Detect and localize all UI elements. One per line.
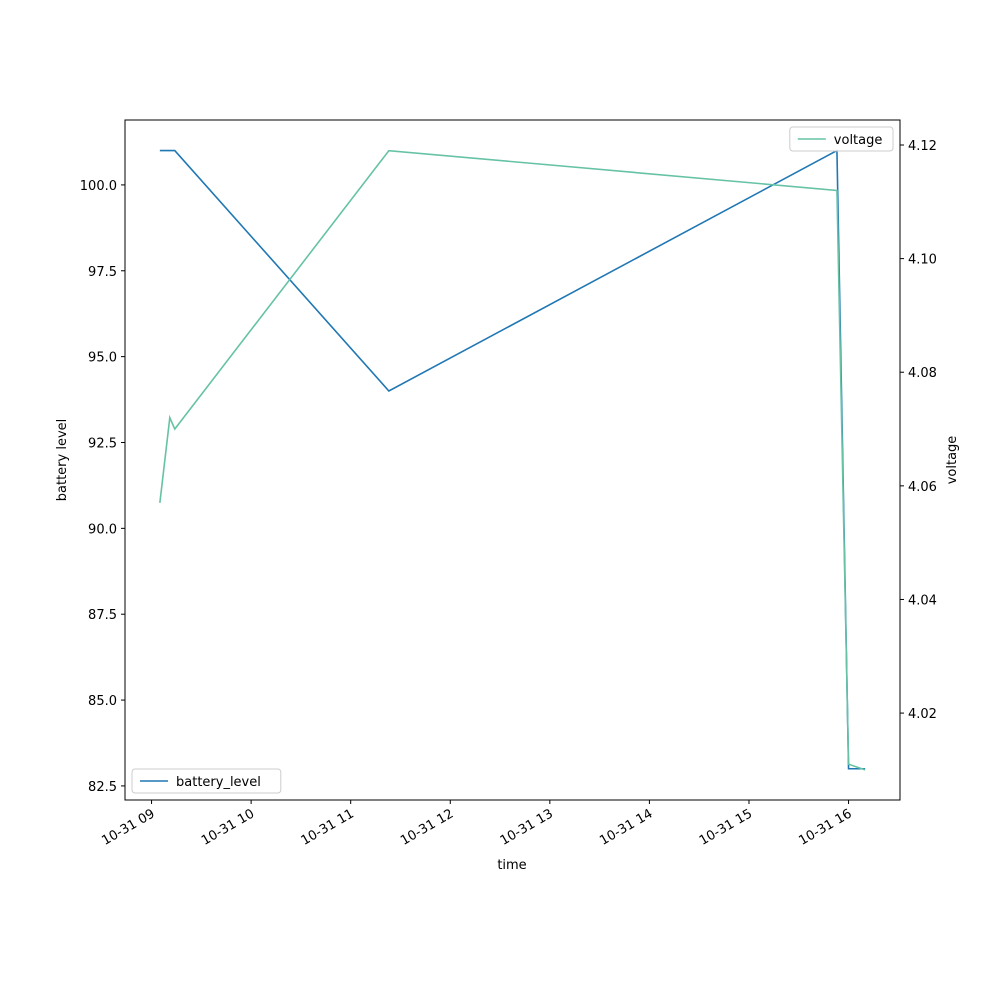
y-tick-label: 97.5 — [88, 265, 117, 280]
y2-tick-label: 4.08 — [908, 366, 937, 381]
y-tick-label: 92.5 — [88, 436, 117, 451]
y2-axis-label: voltage — [945, 436, 960, 485]
y2-tick-label: 4.04 — [908, 593, 937, 608]
legend-box — [131, 768, 282, 794]
y2-tick-label: 4.06 — [908, 480, 937, 495]
series-line — [159, 149, 866, 770]
y2-tick-label: 4.12 — [908, 139, 937, 154]
y-axis-label: battery level — [55, 419, 70, 502]
x-axis-label: time — [497, 858, 526, 873]
y-tick-label: 87.5 — [88, 608, 117, 623]
plot-frame — [124, 119, 901, 801]
y2-tick-label: 4.02 — [908, 707, 937, 722]
y2-tick-label: 4.10 — [908, 253, 937, 268]
legend-label: battery_level — [176, 775, 261, 790]
y-tick-label: 90.0 — [88, 522, 117, 537]
series-line — [159, 149, 866, 771]
y-tick-label: 85.0 — [88, 694, 117, 709]
y-tick-label: 82.5 — [88, 780, 117, 795]
y-tick-label: 95.0 — [88, 351, 117, 366]
y-tick-label: 100.0 — [80, 179, 117, 194]
legend-label: voltage — [834, 133, 883, 148]
legend-box — [789, 126, 894, 152]
